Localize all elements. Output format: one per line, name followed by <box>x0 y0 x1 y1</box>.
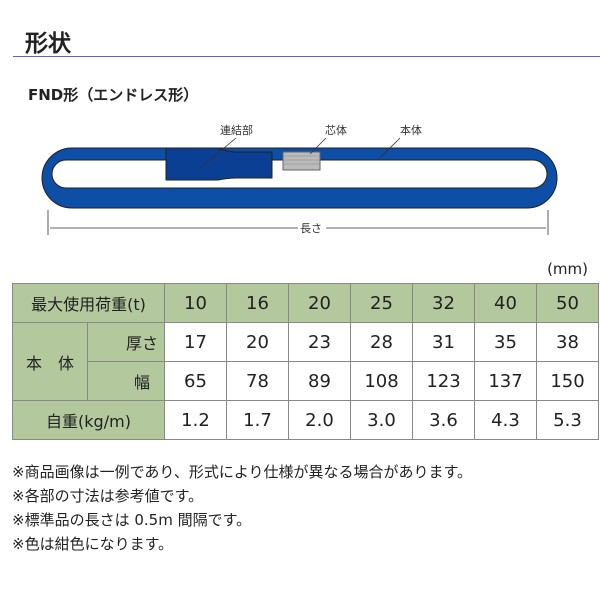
cell: 23 <box>288 322 351 362</box>
notes: ※商品画像は一例であり、形式により仕様が異なる場合があります。 ※各部の寸法は参… <box>12 460 472 556</box>
weight-label: 自重(kg/m) <box>12 400 165 440</box>
cell: 3.0 <box>350 400 413 440</box>
table-row: 本 体 厚さ 17 20 23 28 31 35 38 <box>12 322 599 401</box>
cell: 4.3 <box>474 400 537 440</box>
sling-diagram: 連結部 芯体 本体 長さ <box>41 123 558 235</box>
spec-table: 最大使用荷重(t) 10 16 20 25 32 40 50 本 体 厚さ 17 20 23 28… <box>12 283 599 440</box>
cell: 17 <box>164 322 227 362</box>
unit-label: (mm) <box>547 260 588 278</box>
table-row: 自重(kg/m) 1.2 1.7 2.0 3.0 3.6 4.3 5.3 <box>12 400 599 440</box>
cell: 25 <box>350 283 413 323</box>
width-label: 幅 <box>87 361 165 401</box>
cell: 65 <box>164 361 227 401</box>
note: ※商品画像は一例であり、形式により仕様が異なる場合があります。 <box>12 463 473 481</box>
note: ※標準品の長さは 0.5m 間隔です。 <box>12 511 252 529</box>
cell: 35 <box>474 322 537 362</box>
cell: 123 <box>412 361 475 401</box>
cell: 2.0 <box>288 400 351 440</box>
note: ※色は紺色になります。 <box>12 535 174 553</box>
cell: 38 <box>536 322 599 362</box>
cell: 137 <box>474 361 537 401</box>
cell: 1.7 <box>226 400 289 440</box>
body-label: 本体 <box>400 123 422 137</box>
cell: 1.2 <box>164 400 227 440</box>
divider <box>13 56 600 57</box>
note: ※各部の寸法は参考値です。 <box>12 487 204 505</box>
cell: 108 <box>350 361 413 401</box>
body-label: 本 体 <box>12 322 88 401</box>
connector <box>165 147 273 181</box>
cell: 32 <box>412 283 475 323</box>
cell: 150 <box>536 361 599 401</box>
cell: 89 <box>288 361 351 401</box>
cell: 31 <box>412 322 475 362</box>
core-label: 芯体 <box>325 123 347 137</box>
table-row: 幅 65 78 89 108 123 137 150 <box>13 361 599 401</box>
section-subtitle: FND形（エンドレス形） <box>28 86 199 104</box>
cell: 3.6 <box>412 400 475 440</box>
cell: 20 <box>226 322 289 362</box>
thickness-label: 厚さ <box>87 322 165 362</box>
cell: 16 <box>226 283 289 323</box>
connector-label: 連結部 <box>220 123 253 137</box>
cell: 28 <box>350 322 413 362</box>
cell: 50 <box>536 283 599 323</box>
length-label: 長さ <box>300 222 322 235</box>
core <box>282 151 321 171</box>
page-title: 形状 <box>25 31 71 57</box>
cell: 20 <box>288 283 351 323</box>
table-row: 最大使用荷重(t) 10 16 20 25 32 40 50 <box>12 283 599 323</box>
cell: 78 <box>226 361 289 401</box>
header-label: 最大使用荷重(t) <box>12 283 165 323</box>
cell: 5.3 <box>536 400 599 440</box>
cell: 40 <box>474 283 537 323</box>
cell: 10 <box>164 283 227 323</box>
